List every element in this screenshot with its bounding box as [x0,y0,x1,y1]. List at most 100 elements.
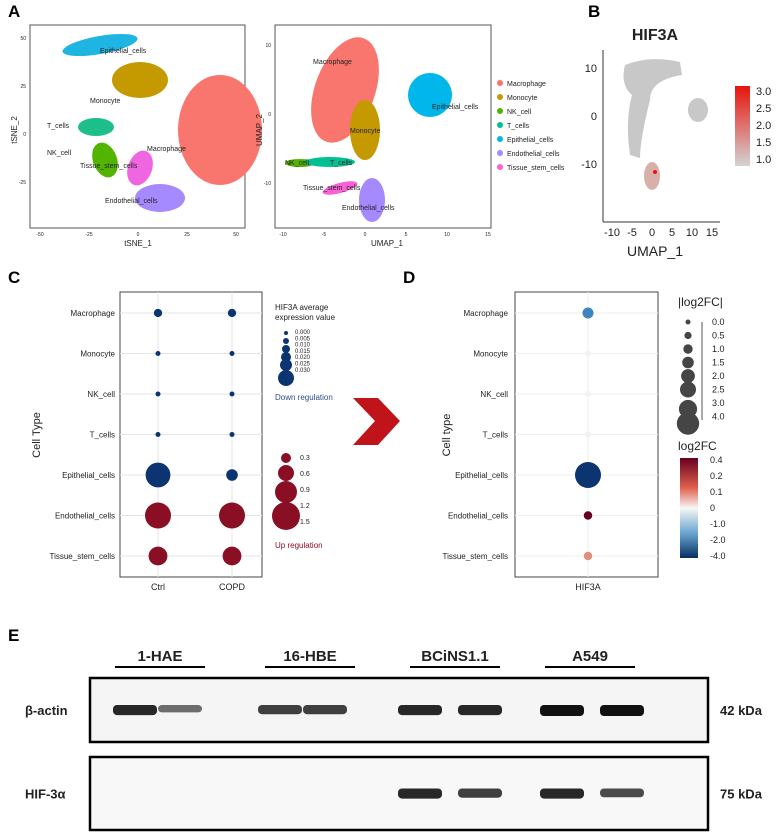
x-tick: 5 [405,232,408,238]
cluster-T_cells [78,118,114,136]
cluster-label: T_cells [47,123,70,130]
dot-COPD-Epithelial_cells [226,469,238,481]
blot-band [303,705,347,715]
cluster-label: Epithelial_cells [432,104,479,111]
colorbar-tick: -2.0 [710,535,726,545]
size-legend-title: |log2FC| [678,295,723,309]
legend-dot-up [272,502,300,530]
blot-group-label: 1-HAE [137,648,182,665]
legend-tick: 0.005 [295,336,311,342]
colorbar-tick: 1.5 [756,137,771,149]
legend-dot [680,381,696,398]
cluster-Tissue_stem_cells [322,181,358,195]
legend-dot-up [281,453,291,463]
dot-Ctrl-NK_cell [155,391,161,397]
x-tick: -50 [36,232,43,238]
cluster-label: Tissue_stem_cells [303,185,361,192]
legend-swatch [497,80,503,86]
blot-band [540,788,584,799]
colorbar-tick: 1.0 [756,154,771,166]
legend-swatch [497,164,503,170]
category-label: Endothelial_cells [448,512,508,521]
category-label: Macrophage [71,309,116,318]
dot-NK_cell [585,391,591,397]
legend-dot [685,319,691,325]
legend-tick: 0.025 [295,362,311,368]
category-label: Tissue_stem_cells [442,552,508,561]
y-tick: 25 [20,84,26,90]
cluster-label: T_cells [330,160,353,167]
legend-dot [684,331,692,340]
dot-COPD-Tissue_stem_cells [222,546,242,566]
colorbar-tick: 3.0 [756,86,771,98]
column-label: HIF3A [575,582,601,592]
category-label: NK_cell [480,390,508,399]
dot-Ctrl-Epithelial_cells [145,462,171,488]
dot-Ctrl-Endothelial_cells [145,502,171,529]
blot-row-label: β-actin [25,703,68,718]
legend-swatch [497,108,503,114]
legend-tick: 0.020 [295,355,311,361]
legend-tick: 0.030 [295,368,311,374]
category-label: NK_cell [87,390,115,399]
dot-Monocyte [585,350,591,357]
legend-dot-up [278,465,294,481]
x-axis-label: UMAP_1 [371,239,404,248]
dot-COPD-Monocyte [229,351,235,356]
x-tick: -25 [85,232,92,238]
dot-Ctrl-T_cells [155,432,161,437]
blot-group-label: 16-HBE [283,648,336,665]
legend-dot-down [278,370,294,386]
x-axis-label: tSNE_1 [124,239,152,248]
x-axis-label: UMAP_1 [627,243,683,259]
cluster-Monocyte [350,100,380,160]
colorbar-tick: 0 [710,503,715,513]
dot-Ctrl-Tissue_stem_cells [148,546,168,566]
panel-label-d: D [403,268,416,287]
category-label: Tissue_stem_cells [49,552,115,561]
arrow-right-icon [353,398,400,445]
cluster-label: Endothelial_cells [105,198,158,205]
y-tick: 10 [265,43,271,49]
blot-band [540,705,584,716]
legend-tick: 1.5 [712,358,725,368]
category-label: Epithelial_cells [62,471,115,480]
dot-Endothelial_cells [583,511,593,520]
umap-cells-gray [623,59,682,158]
cluster-Epithelial_cells [62,33,138,57]
legend-down-label: Down regulation [275,393,333,402]
x-tick: 15 [485,232,491,238]
cluster-T_cells [305,157,355,167]
y-tick: -25 [19,180,26,186]
blot-group-label: BCiNS1.1 [421,648,489,665]
panel-label-b: B [588,2,601,21]
dot-COPD-Macrophage [227,308,237,318]
legend-label: Epithelial_cells [507,137,554,144]
colorbar-tick: 2.0 [756,120,771,132]
legend-tick: 1.5 [300,519,310,526]
category-label: T_cells [483,431,508,440]
category-label: Epithelial_cells [455,471,508,480]
dot-Tissue_stem_cells [583,551,593,561]
legend-tick: 0.015 [295,349,311,355]
legend-tick: 0.6 [300,471,310,478]
legend-label: Monocyte [507,95,537,102]
y-tick: 50 [20,36,26,42]
category-label: Monocyte [473,350,508,359]
umap-plot-frame [274,24,492,229]
blot-band [458,788,502,798]
legend-dot-down [282,345,290,353]
plot-title: HIF3A [632,27,679,44]
legend-dot-down [280,359,292,371]
legend-tick: 0.5 [712,331,725,341]
cluster-label: NK_cell [285,160,310,167]
x-tick: -10 [279,232,286,238]
colorbar-tick: 0.1 [710,487,723,497]
colorbar [680,458,698,558]
category-label: Monocyte [80,350,115,359]
dot-Ctrl-Monocyte [155,351,161,356]
x-tick: 0 [649,227,655,239]
blot-band [113,705,157,716]
x-tick: 10 [444,232,450,238]
dot-T_cells [585,431,591,438]
